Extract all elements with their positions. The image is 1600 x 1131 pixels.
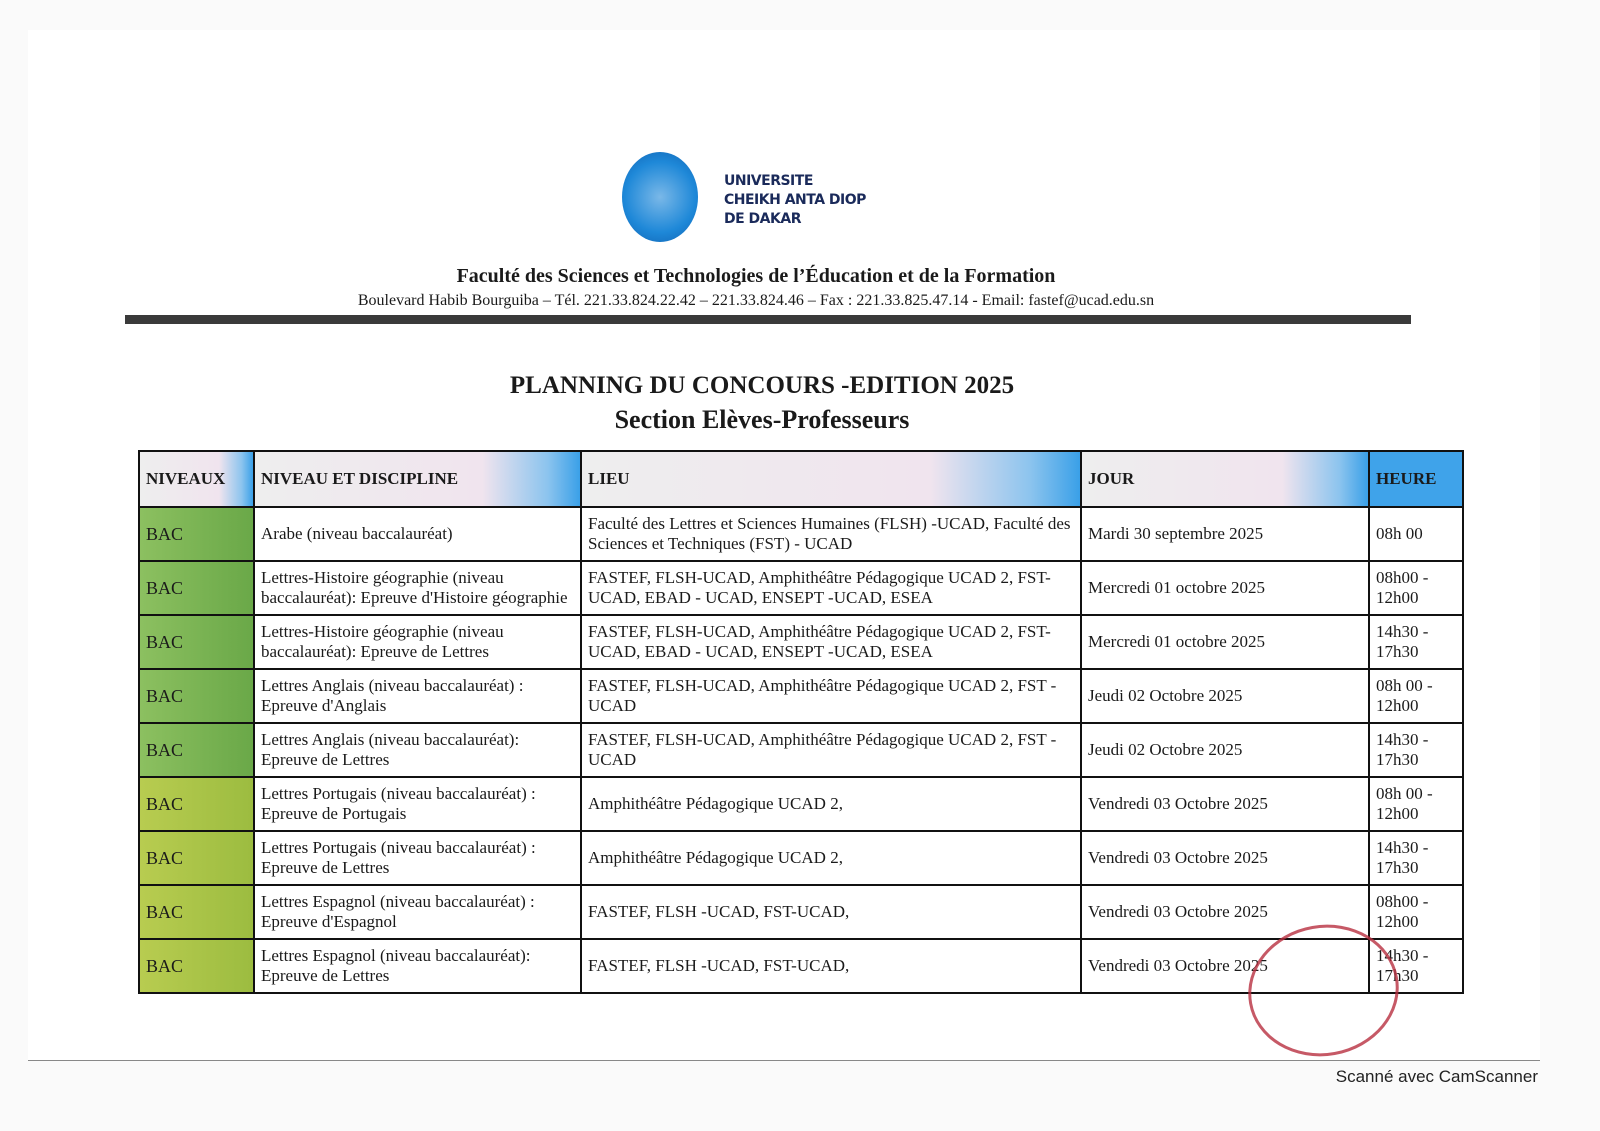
- table-row: BAC Lettres Espagnol (niveau baccalauréat…: [138, 938, 1464, 994]
- cell-jour: Jeudi 02 Octobre 2025: [1080, 668, 1370, 724]
- header-divider: [125, 315, 1411, 324]
- document-subtitle: Section Elèves-Professeurs: [614, 405, 910, 434]
- cell-discipline: Lettres Portugais (niveau baccalauréat) …: [253, 776, 582, 832]
- cell-lieu: FASTEF, FLSH-UCAD, Amphithéâtre Pédagogi…: [580, 722, 1082, 778]
- cell-niveau: BAC: [138, 614, 255, 670]
- cell-heure: 14h30 - 17h30: [1368, 938, 1464, 994]
- cell-discipline: Lettres Espagnol (niveau baccalauréat): …: [253, 938, 582, 994]
- cell-niveau: BAC: [138, 776, 255, 832]
- schedule-table: NIVEAUX NIVEAU ET DISCIPLINE LIEU JOUR H…: [138, 450, 1464, 994]
- cell-heure: 08h00 - 12h00: [1368, 884, 1464, 940]
- cell-lieu: FASTEF, FLSH -UCAD, FST-UCAD,: [580, 884, 1082, 940]
- document-title: PLANNING DU CONCOURS -EDITION 2025: [509, 372, 1015, 399]
- cell-niveau: BAC: [138, 722, 255, 778]
- table-row: BAC Lettres Portugais (niveau baccalauréa…: [138, 830, 1464, 886]
- cell-heure: 08h 00 - 12h00: [1368, 776, 1464, 832]
- table-row: BAC Lettres-Histoire géographie (niveau b…: [138, 560, 1464, 616]
- cell-heure: 08h 00: [1368, 506, 1464, 562]
- table-row: BAC Arabe (niveau baccalauréat) Faculté de…: [138, 506, 1464, 562]
- cell-lieu: Faculté des Lettres et Sciences Humaines…: [580, 506, 1082, 562]
- cell-jour: Vendredi 03 Octobre 2025: [1080, 830, 1370, 886]
- cell-heure: 08h 00 - 12h00: [1368, 668, 1464, 724]
- camscanner-footer: Scanné avec CamScanner: [1335, 1067, 1538, 1086]
- cell-lieu: FASTEF, FLSH -UCAD, FST-UCAD,: [580, 938, 1082, 994]
- cell-discipline: Lettres Anglais (niveau baccalauréat) : …: [253, 668, 582, 724]
- table-row: BAC Lettres Portugais (niveau baccalauréa…: [138, 776, 1464, 832]
- cell-jour: Jeudi 02 Octobre 2025: [1080, 722, 1370, 778]
- faculty-name: Faculté des Sciences et Technologies de …: [456, 265, 1056, 287]
- ucad-logo: [622, 152, 698, 242]
- table-row: BAC Lettres Espagnol (niveau baccalauréat…: [138, 884, 1464, 940]
- cell-lieu: FASTEF, FLSH-UCAD, Amphithéâtre Pédagogi…: [580, 668, 1082, 724]
- cell-jour: Vendredi 03 Octobre 2025: [1080, 776, 1370, 832]
- cell-niveau: BAC: [138, 668, 255, 724]
- cell-jour: Mercredi 01 octobre 2025: [1080, 614, 1370, 670]
- cell-discipline: Lettres Anglais (niveau baccalauréat): E…: [253, 722, 582, 778]
- cell-niveau: BAC: [138, 830, 255, 886]
- table-row: BAC Lettres Anglais (niveau baccalauréat)…: [138, 668, 1464, 724]
- university-name: UNIVERSITE CHEIKH ANTA DIOP DE DAKAR: [724, 172, 866, 229]
- faculty-address: Boulevard Habib Bourguiba – Tél. 221.33.…: [357, 292, 1155, 309]
- logo-line: UNIVERSITE: [724, 173, 813, 189]
- table-row: BAC Lettres Anglais (niveau baccalauréat)…: [138, 722, 1464, 778]
- table-header: NIVEAUX NIVEAU ET DISCIPLINE LIEU JOUR H…: [138, 450, 1464, 508]
- col-discipline: NIVEAU ET DISCIPLINE: [253, 450, 582, 508]
- cell-jour: Vendredi 03 Octobre 2025: [1080, 938, 1370, 994]
- cell-discipline: Lettres-Histoire géographie (niveau bacc…: [253, 614, 582, 670]
- cell-jour: Vendredi 03 Octobre 2025: [1080, 884, 1370, 940]
- table-row: BAC Lettres-Histoire géographie (niveau b…: [138, 614, 1464, 670]
- col-lieu: LIEU: [580, 450, 1082, 508]
- cell-jour: Mercredi 01 octobre 2025: [1080, 560, 1370, 616]
- cell-lieu: FASTEF, FLSH-UCAD, Amphithéâtre Pédagogi…: [580, 560, 1082, 616]
- col-jour: JOUR: [1080, 450, 1370, 508]
- cell-jour: Mardi 30 septembre 2025: [1080, 506, 1370, 562]
- cell-niveau: BAC: [138, 560, 255, 616]
- cell-heure: 14h30 - 17h30: [1368, 614, 1464, 670]
- cell-discipline: Arabe (niveau baccalauréat): [253, 506, 582, 562]
- col-niveaux: NIVEAUX: [138, 450, 255, 508]
- cell-heure: 14h30 - 17h30: [1368, 722, 1464, 778]
- cell-discipline: Lettres Portugais (niveau baccalauréat) …: [253, 830, 582, 886]
- cell-heure: 08h00 - 12h00: [1368, 560, 1464, 616]
- cell-niveau: BAC: [138, 938, 255, 994]
- cell-discipline: Lettres-Histoire géographie (niveau bacc…: [253, 560, 582, 616]
- cell-lieu: Amphithéâtre Pédagogique UCAD 2,: [580, 776, 1082, 832]
- cell-lieu: Amphithéâtre Pédagogique UCAD 2,: [580, 830, 1082, 886]
- cell-discipline: Lettres Espagnol (niveau baccalauréat) :…: [253, 884, 582, 940]
- col-heure: HEURE: [1368, 450, 1464, 508]
- cell-niveau: BAC: [138, 884, 255, 940]
- cell-niveau: BAC: [138, 506, 255, 562]
- logo-line: CHEIKH ANTA DIOP: [724, 192, 866, 208]
- cell-heure: 14h30 - 17h30: [1368, 830, 1464, 886]
- cell-lieu: FASTEF, FLSH-UCAD, Amphithéâtre Pédagogi…: [580, 614, 1082, 670]
- logo-line: DE DAKAR: [724, 211, 801, 227]
